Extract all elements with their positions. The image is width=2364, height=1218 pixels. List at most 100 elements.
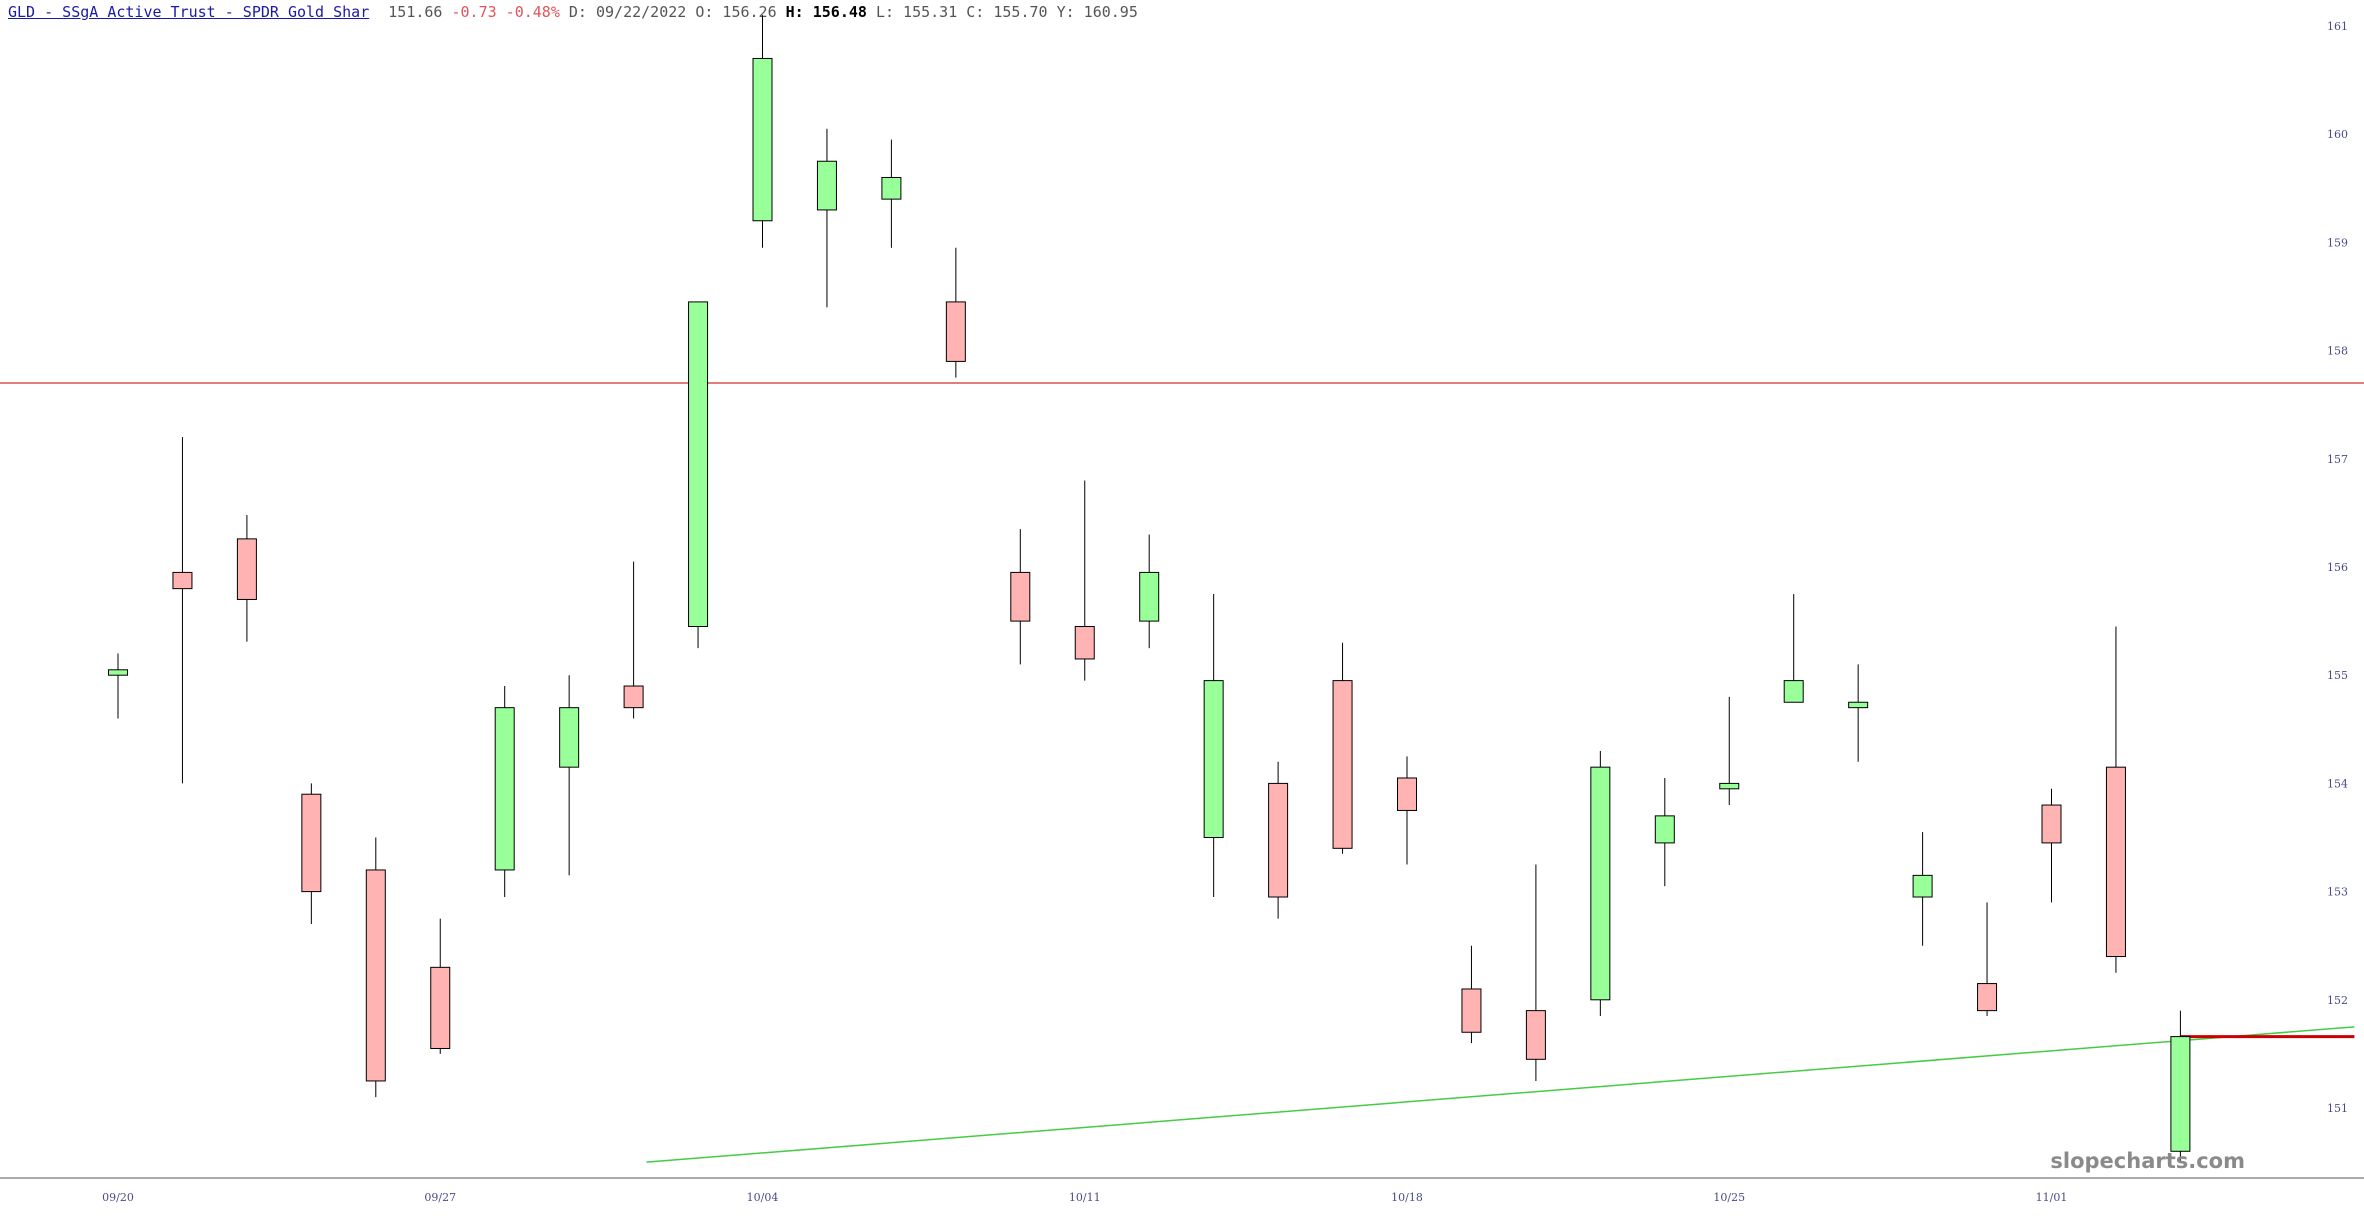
x-tick-label: 09/20: [102, 1191, 134, 1204]
candle: [881, 139, 902, 248]
candle: [1139, 534, 1160, 649]
change-value: -0.73: [451, 3, 497, 21]
candle: [1783, 594, 1804, 703]
chart-header: GLD - SSgA Active Trust - SPDR Gold Shar…: [8, 3, 1138, 21]
y-tick-label: 155: [2327, 669, 2348, 682]
candle-body: [108, 669, 128, 676]
candle-body: [2170, 1036, 2191, 1152]
candle: [1203, 594, 1224, 898]
candle: [365, 837, 386, 1098]
candle-body: [559, 707, 580, 768]
y-axis: 151 152 153 154 155 156 157 158 159 160 161: [2327, 20, 2348, 1115]
change-percent: -0.48%: [505, 3, 560, 21]
date-label: D:: [568, 3, 587, 21]
candle-body: [236, 538, 257, 600]
open-value: 156.26: [722, 3, 777, 21]
candle-body: [301, 793, 322, 893]
candle-body: [1719, 782, 1740, 790]
candle: [1912, 832, 1933, 946]
candle: [1525, 864, 1546, 1081]
candle-body: [752, 57, 773, 222]
candle: [1461, 945, 1482, 1044]
open-label: O:: [695, 3, 714, 21]
candle: [752, 15, 773, 248]
candle-body: [2041, 804, 2062, 844]
candle-body: [1203, 680, 1224, 838]
close-label: C:: [966, 3, 985, 21]
low-label: L:: [875, 3, 895, 21]
ticker-title-link[interactable]: GLD - SSgA Active Trust - SPDR Gold Shar: [8, 3, 370, 21]
candle: [1010, 529, 1031, 665]
overlay-lines: [0, 382, 2364, 1163]
y-tick-label: 153: [2327, 886, 2348, 899]
x-tick-label: 10/25: [1713, 1191, 1745, 1204]
x-axis: 09/20 09/27 10/04 10/11 10/18 10/25 11/01: [0, 1177, 2364, 1204]
high-value: 156.48: [812, 3, 867, 21]
y-tick-label: 151: [2327, 1102, 2348, 1115]
y-tick-label: 160: [2327, 128, 2348, 141]
candle: [623, 561, 644, 719]
x-tick-label: 10/04: [747, 1191, 779, 1204]
candle-body: [430, 966, 451, 1049]
candle: [2105, 626, 2126, 973]
y-tick-label: 159: [2327, 236, 2348, 249]
trend-line: [646, 1026, 2355, 1163]
low-value: 155.31: [903, 3, 958, 21]
candle-body: [1912, 874, 1933, 898]
candle-body: [1783, 680, 1804, 703]
y-tick-label: 158: [2327, 345, 2348, 358]
candle: [1074, 480, 1095, 681]
candle: [1397, 756, 1417, 865]
candle-body: [494, 707, 515, 871]
candle-body: [365, 869, 386, 1082]
candle-body: [1590, 766, 1611, 1001]
candle: [108, 653, 128, 719]
y-label: Y:: [1056, 3, 1075, 21]
close-value: 155.70: [993, 3, 1048, 21]
y-tick-label: 152: [2327, 994, 2348, 1007]
candle-body: [172, 571, 193, 590]
x-tick-label: 10/11: [1069, 1191, 1101, 1204]
candle: [1977, 902, 1998, 1017]
candle: [816, 128, 837, 308]
candle: [2041, 788, 2062, 903]
last-price: 151.66: [388, 3, 443, 21]
candle-body: [1461, 988, 1482, 1033]
candle: [1654, 777, 1675, 887]
candle: [301, 783, 322, 925]
candle-body: [1332, 680, 1353, 849]
date-value: 09/22/2022: [595, 3, 687, 21]
candle-body: [2105, 766, 2126, 958]
y-tick-label: 154: [2327, 777, 2348, 790]
candle: [559, 675, 580, 876]
candle-body: [1268, 782, 1289, 898]
candle-body: [688, 301, 709, 628]
watermark: slopecharts.com: [2050, 1149, 2245, 1173]
candle: [172, 437, 193, 784]
candles: [108, 15, 2191, 1163]
y-tick-label: 156: [2327, 561, 2348, 574]
high-label: H:: [785, 3, 804, 21]
candle-body: [816, 160, 837, 211]
candle-body: [1525, 1010, 1546, 1060]
candle: [1332, 642, 1353, 854]
candle: [1848, 664, 1869, 762]
candle: [430, 918, 451, 1054]
x-tick-label: 09/27: [424, 1191, 456, 1204]
x-tick-label: 10/18: [1391, 1191, 1423, 1204]
candle-body: [1848, 701, 1869, 709]
y-value: 160.95: [1083, 3, 1138, 21]
candle-body: [881, 176, 902, 200]
candle: [945, 247, 966, 378]
candle-body: [1074, 626, 1095, 660]
candle: [688, 301, 709, 649]
candle-body: [945, 301, 966, 362]
candle: [2170, 1010, 2191, 1163]
candle: [1590, 750, 1611, 1017]
candle-body: [1139, 571, 1160, 622]
candle: [1268, 761, 1289, 919]
candle-body: [1654, 815, 1675, 844]
candle: [1719, 696, 1740, 806]
candle-body: [623, 685, 644, 709]
